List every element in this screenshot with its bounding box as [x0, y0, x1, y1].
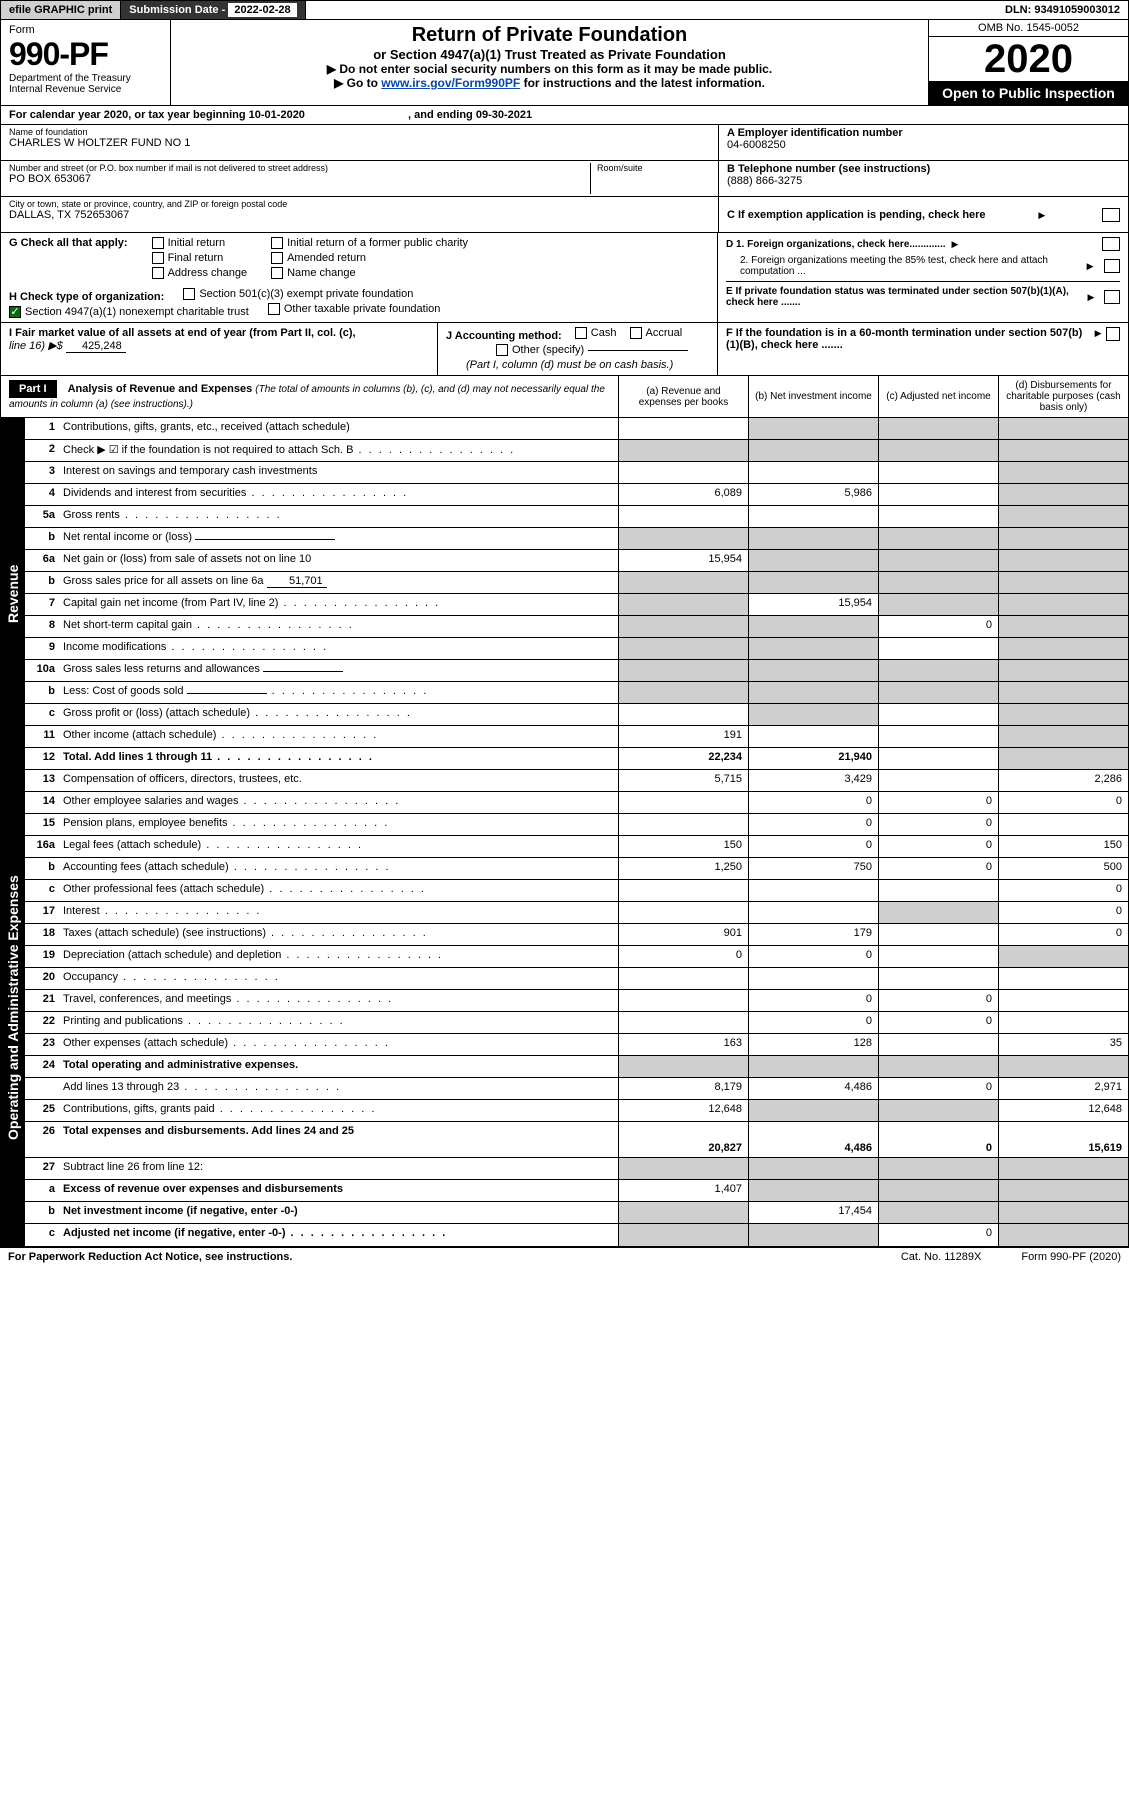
checkbox-501c3[interactable] — [183, 288, 195, 300]
revenue-table: Revenue 1Contributions, gifts, grants, e… — [0, 418, 1129, 770]
checkbox-4947a1[interactable]: ✓ — [9, 306, 21, 318]
open-to-public: Open to Public Inspection — [929, 81, 1128, 105]
info-block: Name of foundation CHARLES W HOLTZER FUN… — [0, 125, 1129, 233]
city-row: City or town, state or province, country… — [1, 197, 718, 233]
checkbox-d2[interactable] — [1104, 259, 1120, 273]
checkbox-e[interactable] — [1104, 290, 1120, 304]
arrow-icon — [1095, 327, 1106, 351]
checkbox-name-change[interactable] — [271, 267, 283, 279]
top-bar: efile GRAPHIC print Submission Date - 20… — [0, 0, 1129, 20]
checkbox-accrual[interactable] — [630, 327, 642, 339]
checkbox-amended[interactable] — [271, 252, 283, 264]
calendar-year-row: For calendar year 2020, or tax year begi… — [0, 106, 1129, 125]
omb-number: OMB No. 1545-0052 — [929, 20, 1128, 37]
irs-link[interactable]: www.irs.gov/Form990PF — [381, 76, 520, 90]
checkbox-other-taxable[interactable] — [268, 303, 280, 315]
ein: 04-6008250 — [727, 139, 1120, 151]
exemption-pending-row: C If exemption application is pending, c… — [719, 197, 1128, 233]
fmv-value: 425,248 — [66, 340, 126, 353]
page-title: Return of Private Foundation — [187, 24, 912, 47]
checkbox-cash[interactable] — [575, 327, 587, 339]
year-block: OMB No. 1545-0052 2020 Open to Public In… — [928, 20, 1128, 105]
foundation-name: CHARLES W HOLTZER FUND NO 1 — [9, 137, 710, 149]
checkbox-c[interactable] — [1102, 208, 1120, 222]
col-c-hdr: (c) Adjusted net income — [878, 376, 998, 417]
h-label: H Check type of organization: — [9, 291, 164, 303]
checkbox-address-change[interactable] — [152, 267, 164, 279]
dln: DLN: 93491059003012 — [997, 1, 1128, 19]
subtitle: or Section 4947(a)(1) Trust Treated as P… — [187, 47, 912, 62]
room-suite-lbl: Room/suite — [597, 163, 710, 173]
city-state-zip: DALLAS, TX 752653067 — [9, 209, 710, 221]
address-row: Number and street (or P.O. box number if… — [1, 161, 718, 197]
irs: Internal Revenue Service — [9, 84, 162, 95]
header-block: Form 990-PF Department of the Treasury I… — [0, 20, 1129, 106]
telephone: (888) 866-3275 — [727, 175, 1120, 187]
form-name: 990-PF — [9, 36, 162, 73]
checkbox-final-return[interactable] — [152, 252, 164, 264]
telephone-row: B Telephone number (see instructions) (8… — [719, 161, 1128, 197]
checkbox-initial-former[interactable] — [271, 237, 283, 249]
inst1: ▶ Do not enter social security numbers o… — [187, 62, 912, 76]
footer-cat: Cat. No. 11289X — [901, 1251, 982, 1263]
form-id-block: Form 990-PF Department of the Treasury I… — [1, 20, 171, 105]
accounting-method: J Accounting method: Cash Accrual Other … — [438, 323, 718, 375]
col-a-hdr: (a) Revenue and expenses per books — [618, 376, 748, 417]
efile-print[interactable]: efile GRAPHIC print — [1, 1, 121, 19]
fmv-block: I Fair market value of all assets at end… — [1, 323, 438, 375]
checkbox-d1[interactable] — [1102, 237, 1120, 251]
col-d-hdr: (d) Disbursements for charitable purpose… — [998, 376, 1128, 417]
checkbox-other[interactable] — [496, 344, 508, 356]
col-b-hdr: (b) Net investment income — [748, 376, 878, 417]
revenue-label: Revenue — [1, 418, 25, 770]
form-word: Form — [9, 24, 162, 36]
arrow-icon — [952, 239, 963, 250]
address: PO BOX 653067 — [9, 173, 590, 185]
dept: Department of the Treasury — [9, 73, 162, 84]
arrow-icon — [1038, 209, 1049, 221]
submission-date: Submission Date - 2022-02-28 — [121, 1, 305, 19]
gross-sales-6a: 51,701 — [267, 575, 327, 588]
ein-row: A Employer identification number 04-6008… — [719, 125, 1128, 161]
arrow-icon — [1087, 261, 1098, 272]
ij-block: I Fair market value of all assets at end… — [0, 323, 1129, 376]
checkbox-f[interactable] — [1106, 327, 1120, 341]
tax-year: 2020 — [929, 37, 1128, 81]
f-block: F If the foundation is in a 60-month ter… — [718, 323, 1128, 375]
part1-label: Part I — [9, 380, 57, 398]
g-label: G Check all that apply: — [9, 237, 128, 282]
page-footer: For Paperwork Reduction Act Notice, see … — [0, 1247, 1129, 1266]
arrow-icon — [1088, 292, 1099, 303]
checkbox-initial-return[interactable] — [152, 237, 164, 249]
part1-header-row: Part I Analysis of Revenue and Expenses … — [0, 376, 1129, 418]
inst2: ▶ Go to www.irs.gov/Form990PF for instru… — [187, 76, 912, 90]
footer-form: Form 990-PF (2020) — [1021, 1251, 1121, 1263]
expenses-label: Operating and Administrative Expenses — [1, 770, 25, 1246]
foundation-name-row: Name of foundation CHARLES W HOLTZER FUN… — [1, 125, 718, 161]
expenses-table: Operating and Administrative Expenses 13… — [0, 770, 1129, 1247]
footer-left: For Paperwork Reduction Act Notice, see … — [8, 1251, 292, 1263]
g-h-block: G Check all that apply: Initial return F… — [0, 233, 1129, 323]
title-block: Return of Private Foundation or Section … — [171, 20, 928, 105]
